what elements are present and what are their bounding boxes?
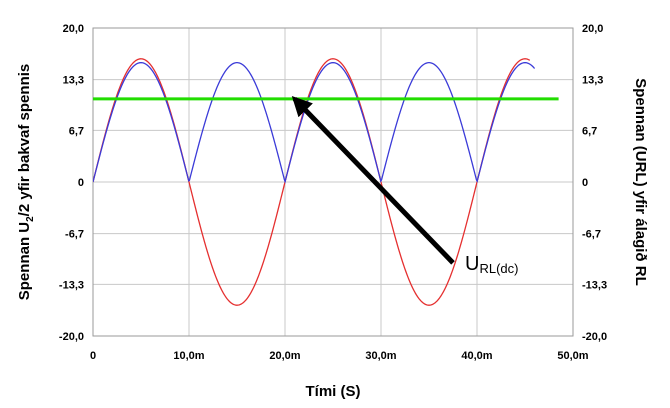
y-tick-label-right: 20,0: [582, 23, 603, 35]
tick-labels: 0 10,0m 20,0m 30,0m 40,0m 50,0m 20,0 20,0 13,3 13…: [59, 23, 607, 362]
y-axis-left-title: Spennan U2/2 yfir bakvaf spennis: [16, 64, 36, 300]
x-tick-label: 20,0m: [269, 350, 300, 362]
x-tick-label: 50,0m: [557, 350, 588, 362]
series-line-secondary-voltage: [93, 58, 531, 306]
y-tick-label-left: 20,0: [63, 23, 84, 35]
annotation-label: URL(dc): [465, 253, 518, 276]
x-tick-label: 0: [90, 350, 96, 362]
y-tick-label-right: 6,7: [582, 125, 597, 137]
y-tick-label-left: 0: [78, 177, 84, 189]
y-tick-label-right: -20,0: [582, 331, 607, 343]
annotation-label-main: U: [465, 253, 479, 275]
series-layer: [93, 58, 559, 306]
x-axis-title: Tími (S): [306, 383, 361, 400]
x-tick-label: 10,0m: [173, 350, 204, 362]
y-axis-left-title-sub: 2: [25, 216, 36, 222]
y-axis-left-title-post: /2 yfir bakvaf spennis: [16, 64, 33, 217]
y-tick-label-right: 13,3: [582, 75, 603, 87]
y-tick-label-left: 13,3: [63, 75, 84, 87]
y-tick-label-left: -20,0: [59, 331, 84, 343]
y-tick-label-right: 0: [582, 177, 588, 189]
x-tick-label: 40,0m: [461, 350, 492, 362]
gridlines: [92, 27, 574, 337]
y-tick-label-left: 6,7: [69, 125, 84, 137]
y-axis-right-title: Spennan (URL) yfir álagið RL: [632, 78, 649, 286]
series-line-rectified-output: [93, 61, 536, 184]
annotation-arrow: [291, 95, 455, 265]
annotations: URL(dc): [291, 95, 518, 276]
y-tick-label-left: -13,3: [59, 279, 84, 291]
x-tick-label: 30,0m: [365, 350, 396, 362]
y-tick-label-right: -6,7: [582, 229, 601, 241]
y-axis-left-title-pre: Spennan U: [16, 222, 33, 300]
y-tick-label-left: -6,7: [65, 229, 84, 241]
y-tick-label-right: -13,3: [582, 279, 607, 291]
annotation-label-sub: RL(dc): [479, 261, 518, 276]
